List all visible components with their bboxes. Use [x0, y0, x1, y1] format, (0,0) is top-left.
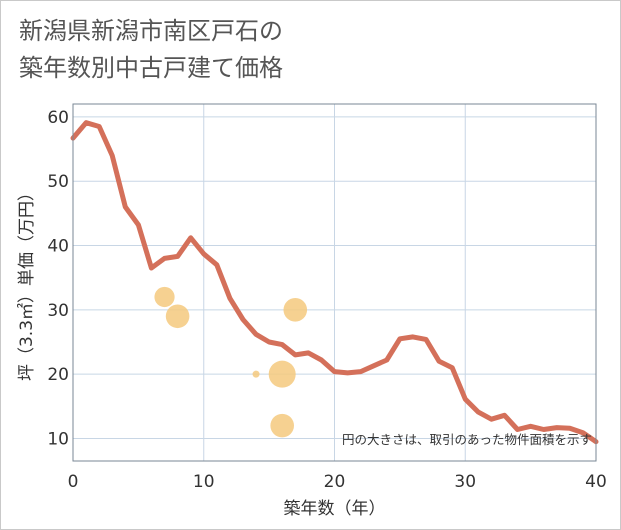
bubble-point [283, 298, 308, 322]
y-tick-label: 20 [47, 365, 69, 385]
x-tick-label: 30 [454, 472, 476, 492]
bubble-point [268, 360, 296, 388]
y-axis-ticks: 10 20 30 40 50 60 [47, 108, 69, 450]
x-tick-label: 40 [585, 472, 607, 492]
y-tick-label: 30 [47, 301, 69, 321]
size-note: 円の大きさは、取引のあった物件面積を示す [342, 432, 592, 447]
x-axis-label: 築年数（年） [284, 499, 386, 519]
y-axis-label: 坪（3.3㎡）単価（万円） [17, 184, 37, 381]
chart-title-line1: 新潟県新潟市南区戸石の [19, 17, 283, 45]
y-tick-label: 10 [47, 429, 69, 449]
chart-title-line2: 築年数別中古戸建て価格 [19, 54, 283, 82]
y-tick-label: 40 [47, 237, 69, 257]
y-tick-label: 50 [47, 172, 69, 192]
price-trend-line [70, 120, 599, 445]
x-tick-label: 20 [324, 472, 346, 492]
bubble-point [252, 370, 260, 378]
bubble-series [154, 286, 308, 438]
bubble-point [165, 304, 190, 329]
x-tick-label: 10 [193, 472, 215, 492]
chart-title: 新潟県新潟市南区戸石の 築年数別中古戸建て価格 [19, 13, 283, 87]
x-axis-ticks: 0 10 20 30 40 [68, 472, 607, 492]
bubble-point [270, 413, 295, 438]
y-tick-label: 60 [47, 108, 69, 128]
bubble-point [154, 286, 175, 308]
grid [73, 104, 596, 461]
plot-border [72, 103, 597, 462]
x-tick-label: 0 [68, 472, 79, 492]
